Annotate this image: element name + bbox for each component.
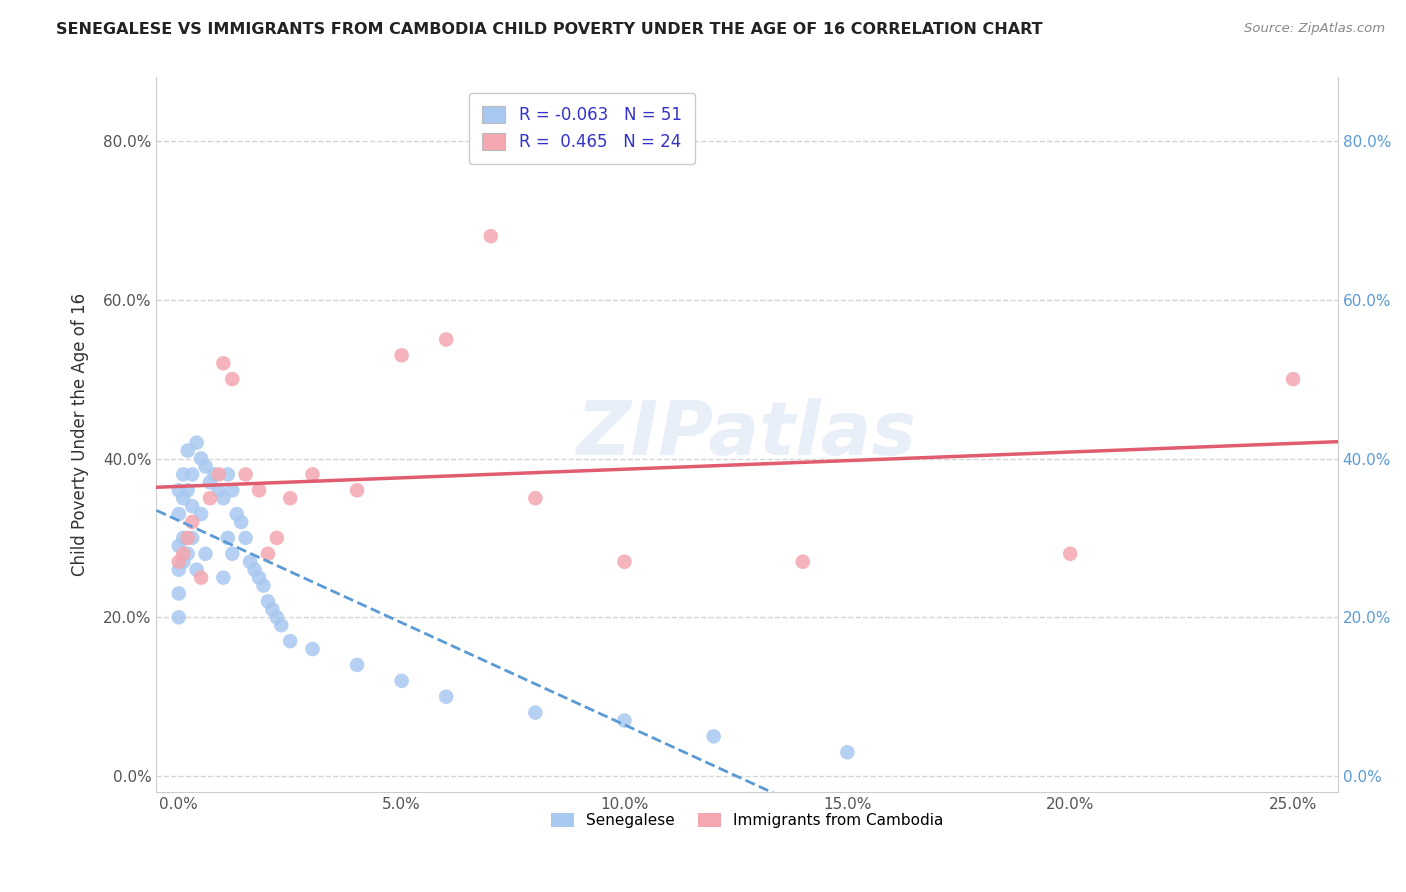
Point [208, 467, 231, 482]
Point [235, 531, 257, 545]
Point [792, 555, 814, 569]
Point [391, 348, 413, 362]
Point [837, 745, 859, 759]
Point [221, 483, 243, 498]
Point [176, 531, 198, 545]
Point [181, 499, 204, 513]
Point [190, 507, 212, 521]
Point [235, 467, 257, 482]
Point [270, 618, 292, 632]
Point [266, 610, 288, 624]
Point [208, 483, 231, 498]
Point [212, 356, 235, 370]
Point [172, 547, 194, 561]
Point [262, 602, 284, 616]
Point [167, 586, 190, 600]
Point [190, 451, 212, 466]
Point [186, 563, 208, 577]
Point [225, 507, 247, 521]
Point [167, 610, 190, 624]
Point [278, 491, 301, 506]
Point [181, 531, 204, 545]
Point [434, 333, 457, 347]
Point [217, 531, 239, 545]
Point [167, 555, 190, 569]
Point [198, 491, 221, 506]
Point [221, 547, 243, 561]
Point [247, 571, 270, 585]
Point [266, 531, 288, 545]
Point [346, 657, 368, 672]
Point [212, 571, 235, 585]
Legend: Senegalese, Immigrants from Cambodia: Senegalese, Immigrants from Cambodia [544, 807, 949, 834]
Point [167, 483, 190, 498]
Point [301, 467, 323, 482]
Point [176, 547, 198, 561]
Text: ZIPatlas: ZIPatlas [576, 398, 917, 471]
Point [167, 563, 190, 577]
Text: SENEGALESE VS IMMIGRANTS FROM CAMBODIA CHILD POVERTY UNDER THE AGE OF 16 CORRELA: SENEGALESE VS IMMIGRANTS FROM CAMBODIA C… [56, 22, 1043, 37]
Point [172, 491, 194, 506]
Point [346, 483, 368, 498]
Point [703, 730, 725, 744]
Point [167, 507, 190, 521]
Point [243, 563, 266, 577]
Point [172, 531, 194, 545]
Point [217, 467, 239, 482]
Point [167, 539, 190, 553]
Point [212, 491, 235, 506]
Point [194, 459, 217, 474]
Point [176, 443, 198, 458]
Point [181, 515, 204, 529]
Point [278, 634, 301, 648]
Point [190, 571, 212, 585]
Point [176, 483, 198, 498]
Point [257, 594, 280, 608]
Point [172, 467, 194, 482]
Point [204, 467, 226, 482]
Text: Source: ZipAtlas.com: Source: ZipAtlas.com [1244, 22, 1385, 36]
Point [257, 547, 280, 561]
Point [231, 515, 253, 529]
Point [247, 483, 270, 498]
Point [434, 690, 457, 704]
Point [239, 555, 262, 569]
Y-axis label: Child Poverty Under the Age of 16: Child Poverty Under the Age of 16 [72, 293, 89, 576]
Point [613, 555, 636, 569]
Point [181, 467, 204, 482]
Point [524, 706, 547, 720]
Point [221, 372, 243, 386]
Point [524, 491, 547, 506]
Point [1282, 372, 1305, 386]
Point [301, 642, 323, 657]
Point [252, 578, 274, 592]
Point [186, 435, 208, 450]
Point [479, 229, 502, 244]
Point [613, 714, 636, 728]
Point [198, 475, 221, 490]
Point [1059, 547, 1081, 561]
Point [172, 555, 194, 569]
Point [391, 673, 413, 688]
Point [194, 547, 217, 561]
